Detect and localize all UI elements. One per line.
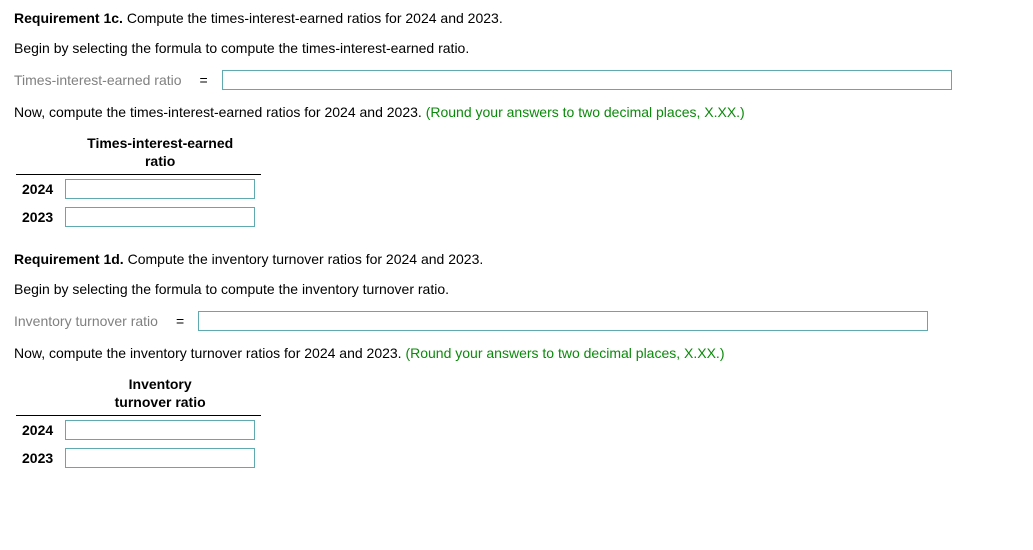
compute-line-1d: Now, compute the inventory turnover rati… [14,345,1019,361]
equals-1d: = [176,313,184,329]
requirement-1d-heading: Requirement 1d. Compute the inventory tu… [14,251,1019,267]
hint-1d: (Round your answers to two decimal place… [405,345,724,361]
formula-row-1c: Times-interest-earned ratio = [14,70,1019,90]
requirement-1c-label: Requirement 1c. [14,10,123,26]
requirement-1c-heading: Requirement 1c. Compute the times-intere… [14,10,1019,26]
instruction-1c: Begin by selecting the formula to comput… [14,40,1019,56]
formula-row-1d: Inventory turnover ratio = [14,311,1019,331]
table-1d-blank-header [16,373,59,416]
equals-1c: = [200,72,208,88]
table-1d-header: Inventory turnover ratio [59,373,261,416]
value-input-1d-2024[interactable] [65,420,255,440]
value-input-1c-2024[interactable] [65,179,255,199]
requirement-1d-text: Compute the inventory turnover ratios fo… [124,251,484,267]
compute-text-1d: Now, compute the inventory turnover rati… [14,345,405,361]
table-row: 2024 [16,416,261,445]
ratio-table-1c: Times-interest-earned ratio 2024 2023 [16,132,261,231]
formula-label-1d: Inventory turnover ratio [14,313,158,329]
instruction-1d: Begin by selecting the formula to comput… [14,281,1019,297]
table-row: 2023 [16,444,261,472]
value-input-1c-2023[interactable] [65,207,255,227]
value-cell [59,203,261,231]
year-label: 2024 [16,416,59,445]
formula-input-1c[interactable] [222,70,952,90]
year-label: 2023 [16,203,59,231]
value-cell [59,175,261,204]
table-1d-header-line1: Inventory [129,376,192,392]
table-1c-header: Times-interest-earned ratio [59,132,261,175]
table-1c-header-line2: ratio [145,153,175,169]
value-input-1d-2023[interactable] [65,448,255,468]
formula-label-1c: Times-interest-earned ratio [14,72,182,88]
hint-1c: (Round your answers to two decimal place… [426,104,745,120]
compute-line-1c: Now, compute the times-interest-earned r… [14,104,1019,120]
compute-text-1c: Now, compute the times-interest-earned r… [14,104,426,120]
table-1c-header-line1: Times-interest-earned [87,135,233,151]
year-label: 2023 [16,444,59,472]
value-cell [59,416,261,445]
value-cell [59,444,261,472]
ratio-table-1d: Inventory turnover ratio 2024 2023 [16,373,261,472]
year-label: 2024 [16,175,59,204]
formula-input-1d[interactable] [198,311,928,331]
requirement-1d-label: Requirement 1d. [14,251,124,267]
table-1c-blank-header [16,132,59,175]
requirement-1c-text: Compute the times-interest-earned ratios… [123,10,503,26]
table-1d-header-line2: turnover ratio [115,394,206,410]
table-row: 2024 [16,175,261,204]
table-row: 2023 [16,203,261,231]
